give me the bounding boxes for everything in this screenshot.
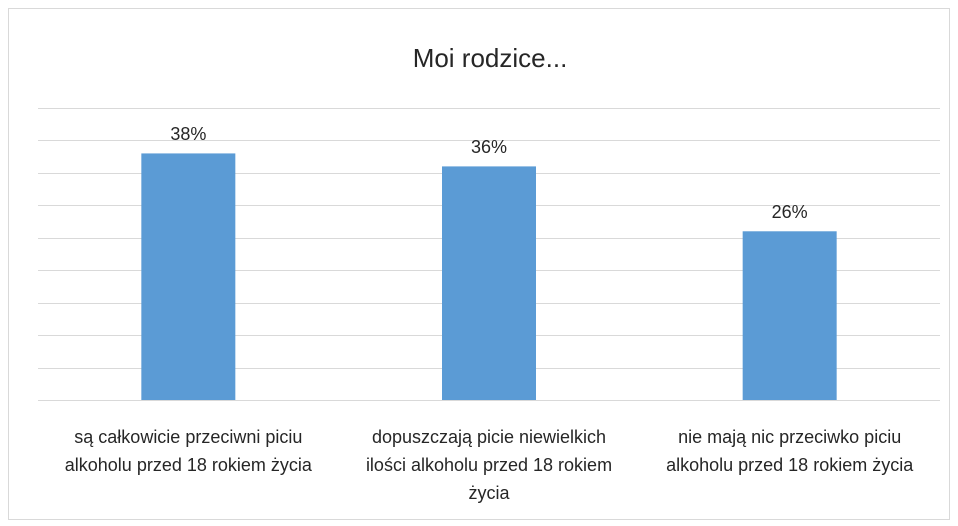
data-label: 38%: [170, 124, 206, 144]
x-tick-label: nie mają nic przeciwko piciu alkoholu pr…: [666, 427, 914, 475]
bar: [742, 231, 837, 400]
x-tick-label: są całkowicie przeciwni piciu alkoholu p…: [64, 427, 312, 475]
bar: [141, 153, 236, 400]
x-tick-label: dopuszczają picie niewielkich ilości alk…: [365, 427, 613, 503]
data-label: 26%: [772, 202, 808, 222]
chart-title: Moi rodzice...: [413, 43, 568, 73]
bar: [442, 166, 536, 400]
data-label: 36%: [471, 137, 507, 157]
